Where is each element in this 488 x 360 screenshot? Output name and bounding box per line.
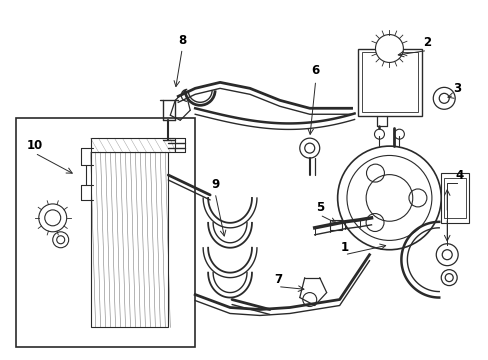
Circle shape (337, 146, 440, 250)
Text: 7: 7 (273, 273, 282, 286)
Text: 10: 10 (27, 139, 43, 152)
Text: 4: 4 (454, 168, 462, 181)
Text: 2: 2 (423, 36, 430, 49)
Text: 3: 3 (452, 82, 460, 95)
Text: 9: 9 (210, 179, 219, 192)
Bar (329, 220, 341, 230)
Polygon shape (90, 138, 175, 152)
Text: 8: 8 (178, 34, 186, 47)
Bar (357, 49, 422, 116)
Polygon shape (90, 152, 168, 328)
Text: 5: 5 (315, 201, 323, 215)
Bar (443, 178, 465, 218)
Bar (440, 173, 468, 223)
Circle shape (375, 35, 403, 62)
Text: 1: 1 (340, 241, 348, 254)
Bar (361, 53, 417, 112)
Text: 6: 6 (311, 64, 319, 77)
Bar (16, 118, 195, 347)
